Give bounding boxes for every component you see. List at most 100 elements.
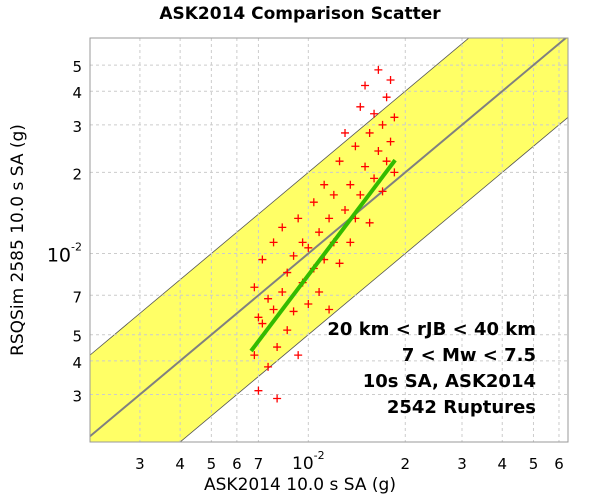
tick-label-exponent: -2 <box>71 241 82 254</box>
tick-label: 4 <box>72 353 82 371</box>
scatter-point <box>341 206 350 215</box>
scatter-point <box>254 386 263 395</box>
tick-label: 7 <box>254 455 264 473</box>
tick-label: 3 <box>135 455 145 473</box>
scatter-point <box>278 288 287 296</box>
tick-label: 7 <box>72 288 82 306</box>
scatter-point <box>378 120 387 129</box>
scatter-point <box>356 190 365 199</box>
fit-line <box>249 158 397 353</box>
scatter-point <box>278 223 287 232</box>
tick-label-base: 5 <box>207 455 217 473</box>
tick-label: 5 <box>529 455 539 473</box>
scatter-point <box>346 238 355 247</box>
tick-label-base: 3 <box>457 455 467 473</box>
scatter-point <box>374 65 383 74</box>
scatter-point <box>298 238 307 247</box>
tick-label: 3 <box>457 455 467 473</box>
scatter-point <box>269 238 278 247</box>
tick-label-base: 6 <box>232 455 242 473</box>
scatter-point <box>283 268 292 277</box>
scatter-point <box>294 351 303 360</box>
tick-label: 4 <box>497 455 507 473</box>
tick-label-base: 4 <box>72 353 82 371</box>
scatter-point <box>289 251 298 260</box>
annotation: 20 km < rJB < 40 km <box>327 319 536 340</box>
tick-label-base: 2 <box>401 455 411 473</box>
scatter-point <box>390 113 399 122</box>
annotation: 10s SA, ASK2014 <box>363 371 536 392</box>
scatter-point <box>309 198 318 207</box>
scatter-point <box>374 147 383 156</box>
plot-layer <box>90 38 568 442</box>
tick-label-base: 2 <box>72 165 82 183</box>
x-axis-label: ASK2014 10.0 s SA (g) <box>204 475 396 495</box>
scatter-point <box>294 214 303 223</box>
tick-label: 5 <box>72 327 82 345</box>
scatter-point <box>329 190 338 199</box>
scatter-point <box>341 128 350 137</box>
tick-label-base: 5 <box>529 455 539 473</box>
scatter-point <box>390 168 399 177</box>
chart-title: ASK2014 Comparison Scatter <box>159 4 441 24</box>
tick-label-base: 4 <box>72 84 82 102</box>
tick-label: 6 <box>554 455 564 473</box>
scatter-point <box>258 255 267 264</box>
annotation: 7 < Mw < 7.5 <box>402 345 536 366</box>
tick-label-base: 3 <box>72 387 82 405</box>
scatter-point <box>365 218 374 227</box>
tick-label-base: 5 <box>72 327 82 345</box>
scatter-point <box>382 157 391 166</box>
scatter-point <box>351 142 360 151</box>
scatter-point <box>273 343 282 352</box>
scatter-point <box>378 187 387 196</box>
tick-label-base: 3 <box>135 455 145 473</box>
scatter-point <box>335 157 344 166</box>
scatter-point <box>370 174 379 183</box>
scatter-point <box>325 305 334 314</box>
scatter-point <box>346 180 355 189</box>
scatter-point <box>356 102 365 111</box>
scatter-point <box>315 288 324 296</box>
plot-frame <box>89 37 569 443</box>
scatter-point <box>254 313 263 322</box>
scatter-point <box>365 128 374 137</box>
tick-label-base: 5 <box>72 58 82 76</box>
scatter-point <box>273 394 282 403</box>
tick-label-exponent: -2 <box>314 449 325 462</box>
tick-label: 10-2 <box>292 449 325 474</box>
scatter-point <box>361 162 370 171</box>
tick-label: 5 <box>72 58 82 76</box>
scatter-point <box>320 180 329 189</box>
tick-label-base: 3 <box>72 117 82 135</box>
scatter-point <box>258 319 267 328</box>
tick-label-base: 10 <box>292 454 314 474</box>
tick-label: 4 <box>72 84 82 102</box>
scatter-point <box>325 214 334 223</box>
tick-label-base: 6 <box>554 455 564 473</box>
y-axis-label: RSQSim 2585 10.0 s SA (g) <box>8 124 28 356</box>
one-to-one-line <box>90 38 568 438</box>
scatter-point <box>335 259 344 268</box>
tick-label: 3 <box>72 387 82 405</box>
agreement-band <box>90 38 568 442</box>
scatter-point <box>304 243 313 252</box>
tick-label-base: 7 <box>254 455 264 473</box>
scatter-point <box>289 307 298 316</box>
scatter-point <box>386 76 395 85</box>
scatter-point <box>315 228 324 237</box>
scatter-point <box>370 109 379 118</box>
scatter-point <box>250 351 259 360</box>
tick-label-base: 4 <box>497 455 507 473</box>
tick-label: 10-2 <box>47 241 82 266</box>
scatter-point <box>304 299 313 308</box>
tick-label: 4 <box>175 455 185 473</box>
scatter-point <box>264 294 273 303</box>
tick-label: 6 <box>232 455 242 473</box>
scatter-point <box>283 326 292 335</box>
scatter-point <box>264 362 273 371</box>
tick-label-base: 10 <box>47 244 71 266</box>
tick-label-base: 7 <box>72 288 82 306</box>
tick-label: 2 <box>401 455 411 473</box>
